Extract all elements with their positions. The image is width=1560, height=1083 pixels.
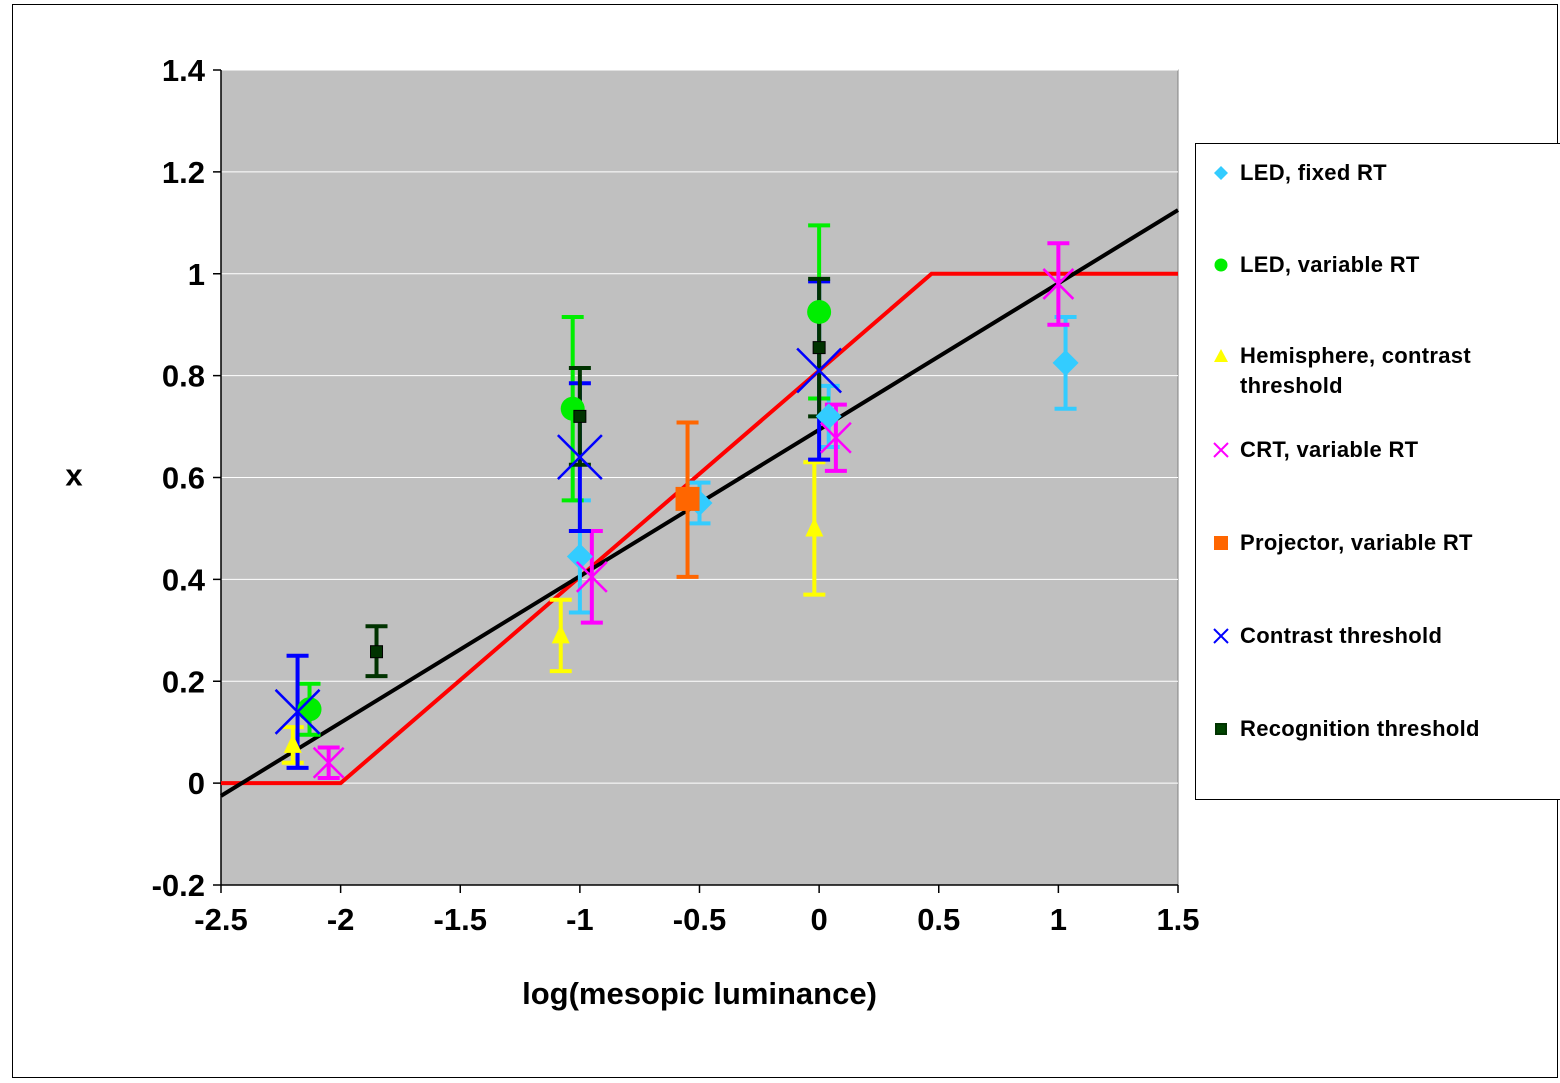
y-tick-label: 0.8 [162, 359, 205, 394]
data-point-x [819, 421, 852, 454]
data-point-square [812, 341, 826, 355]
data-point-x [1042, 268, 1075, 300]
legend-x-icon [1210, 435, 1232, 465]
legend-label: Recognition threshold [1240, 716, 1480, 741]
data-point-triangle [283, 733, 302, 753]
data-point-square [573, 409, 587, 423]
data-point-x [796, 347, 843, 394]
data-point-square [675, 486, 700, 511]
data-point-triangle [805, 517, 824, 537]
y-tick-label: 1.2 [162, 155, 205, 190]
y-tick-label: 0.6 [162, 461, 205, 496]
data-point-circle [807, 299, 832, 324]
x-tick-label: 1.5 [1156, 902, 1199, 937]
x-tick-label: 0 [811, 902, 828, 937]
data-markers [274, 268, 1079, 779]
legend-label: CRT, variable RT [1240, 437, 1419, 462]
y-tick-label: 0.4 [162, 562, 206, 597]
legend-item-hemisphere: Hemisphere, contrast threshold [1210, 341, 1540, 401]
legend-item-recognition-threshold: Recognition threshold [1210, 714, 1480, 744]
legend-diamond-icon [1210, 158, 1232, 188]
legend-square-icon [1210, 714, 1232, 744]
legend-item-contrast-threshold: Contrast threshold [1210, 621, 1442, 651]
y-tick-label: 1.4 [162, 53, 206, 88]
data-point-x [556, 434, 603, 481]
x-tick-label: 0.5 [917, 902, 960, 937]
legend: LED, fixed RT LED, variable RT Hemispher… [1195, 143, 1560, 800]
x-axis-title: log(mesopic luminance) [522, 976, 877, 1011]
y-tick-label: 0.2 [162, 664, 205, 699]
legend-item-led-variable-rt: LED, variable RT [1210, 250, 1420, 280]
y-axis-title: x [65, 458, 83, 493]
tick-labels: -0.2 0 0.2 0.4 0.6 0.8 1 1.2 1.4 -2.5 -2 -1.5 -1 -0.5… [152, 53, 1200, 937]
x-tick-label: -2 [327, 902, 355, 937]
legend-item-projector: Projector, variable RT [1210, 528, 1473, 558]
legend-item-led-fixed-rt: LED, fixed RT [1210, 158, 1387, 188]
x-tick-label: -1.5 [434, 902, 487, 937]
piecewise-model-line [221, 271, 1178, 786]
legend-label: Hemisphere, contrast threshold [1240, 343, 1471, 398]
legend-label: Contrast threshold [1240, 623, 1443, 648]
x-tick-label: -2.5 [194, 902, 247, 937]
data-point-circle [297, 697, 322, 722]
legend-triangle-icon [1210, 341, 1232, 371]
legend-label: LED, fixed RT [1240, 160, 1387, 185]
data-point-x [575, 560, 608, 593]
data-point-x [274, 688, 321, 735]
x-tick-label: 1 [1050, 902, 1067, 937]
legend-label: Projector, variable RT [1240, 530, 1473, 555]
data-point-diamond [566, 543, 593, 570]
legend-item-crt-variable-rt: CRT, variable RT [1210, 435, 1418, 465]
x-tick-label: -0.5 [673, 902, 726, 937]
y-tick-label: -0.2 [152, 868, 205, 903]
data-point-x [312, 746, 345, 779]
data-point-diamond [1052, 349, 1079, 376]
data-point-square [370, 645, 384, 659]
axes [213, 69, 1179, 893]
legend-square-icon [1210, 528, 1232, 558]
legend-label: LED, variable RT [1240, 252, 1420, 277]
gridlines [221, 69, 1178, 784]
data-point-triangle [551, 624, 570, 644]
y-tick-label: 1 [188, 257, 205, 292]
y-tick-label: 0 [188, 766, 205, 801]
legend-x-icon [1210, 621, 1232, 651]
legend-circle-icon [1210, 250, 1232, 280]
x-tick-label: -1 [566, 902, 594, 937]
